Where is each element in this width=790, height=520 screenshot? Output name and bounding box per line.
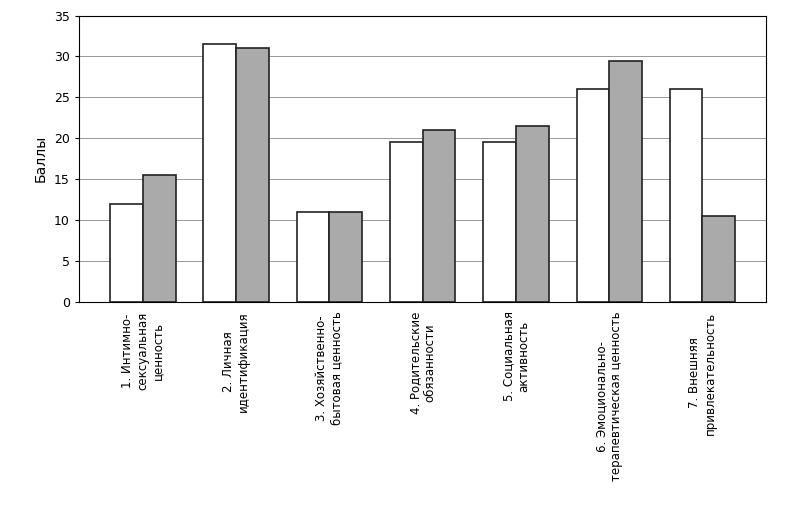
Y-axis label: Баллы: Баллы bbox=[33, 135, 47, 182]
Bar bbox=[516, 126, 548, 302]
Bar bbox=[423, 130, 455, 302]
Bar bbox=[143, 175, 175, 302]
Bar bbox=[609, 60, 641, 302]
Bar bbox=[702, 216, 735, 302]
Bar bbox=[483, 142, 516, 302]
Bar bbox=[577, 89, 609, 302]
Bar bbox=[236, 48, 269, 302]
Bar bbox=[297, 212, 329, 302]
Bar bbox=[204, 44, 236, 302]
Bar bbox=[390, 142, 423, 302]
Bar bbox=[329, 212, 362, 302]
Bar bbox=[670, 89, 702, 302]
Bar bbox=[111, 203, 143, 302]
